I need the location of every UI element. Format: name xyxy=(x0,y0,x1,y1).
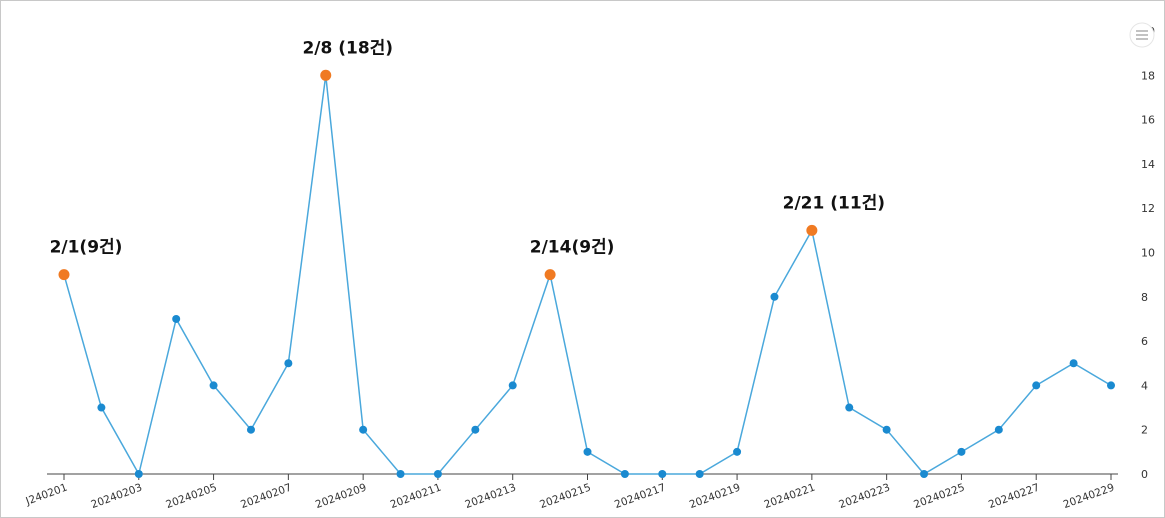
data-point xyxy=(246,425,255,434)
data-point xyxy=(1032,381,1041,390)
x-tick-label: 20240227 xyxy=(987,482,1041,512)
x-tick-label: 20240205 xyxy=(164,482,218,512)
x-tick-label: 20240215 xyxy=(538,482,592,512)
x-tick-label: 20240211 xyxy=(389,482,443,512)
data-point xyxy=(920,470,929,478)
data-point xyxy=(284,359,293,368)
data-points xyxy=(58,69,1115,478)
data-point xyxy=(433,470,442,478)
data-point xyxy=(97,403,106,412)
highlight-point xyxy=(806,224,818,236)
y-axis-ticks: 02468101214161820 xyxy=(1141,25,1155,481)
highlight-point xyxy=(320,69,332,81)
data-point xyxy=(172,314,181,323)
data-point xyxy=(508,381,517,390)
x-tick-label: 20240207 xyxy=(239,482,293,512)
data-point xyxy=(845,403,854,412)
y-tick-label: 14 xyxy=(1141,158,1155,171)
y-tick-label: 18 xyxy=(1141,69,1155,82)
data-point xyxy=(994,425,1003,434)
series-line-group xyxy=(63,75,1112,477)
x-tick-label: 20240217 xyxy=(613,482,667,512)
annotation-label: 2/21 (11건) xyxy=(783,193,885,213)
data-point xyxy=(134,470,143,478)
data-point xyxy=(471,425,480,434)
x-tick-label: 20240225 xyxy=(912,482,966,512)
data-point xyxy=(658,470,667,478)
highlight-point xyxy=(544,269,556,281)
data-point xyxy=(882,425,891,434)
y-tick-label: 6 xyxy=(1141,335,1148,348)
data-point xyxy=(770,292,779,301)
data-point xyxy=(359,425,368,434)
x-tick-label: 20240229 xyxy=(1062,482,1116,512)
x-tick-label: J240201 xyxy=(23,482,69,508)
data-point xyxy=(620,470,629,478)
x-tick-label: 20240219 xyxy=(688,482,742,512)
x-tick-label: 20240221 xyxy=(763,482,817,512)
chart-menu-button[interactable] xyxy=(1129,22,1155,48)
y-tick-label: 0 xyxy=(1141,468,1148,481)
x-tick-label: 20240209 xyxy=(314,482,368,512)
y-tick-label: 2 xyxy=(1141,424,1148,437)
data-point xyxy=(1069,359,1078,368)
series-line xyxy=(63,75,1112,477)
y-tick-label: 8 xyxy=(1141,291,1148,304)
x-tick-label: 20240213 xyxy=(463,482,517,512)
y-tick-label: 10 xyxy=(1141,247,1155,260)
x-axis-ticks: J240201 20240203 20240205 20240207 20240209 2… xyxy=(23,474,1116,511)
y-tick-label: 4 xyxy=(1141,379,1148,392)
data-point xyxy=(1107,381,1115,390)
data-point xyxy=(396,470,405,478)
annotation-label: 2/1(9건) xyxy=(50,238,123,258)
annotation-label: 2/14(9건) xyxy=(530,238,615,258)
y-tick-label: 12 xyxy=(1141,202,1155,215)
data-point xyxy=(695,470,704,478)
highlight-point xyxy=(58,269,70,281)
x-tick-label: 20240223 xyxy=(837,482,891,512)
data-point xyxy=(733,447,742,456)
annotation-label: 2/8 (18건) xyxy=(302,38,393,58)
y-tick-label: 16 xyxy=(1141,114,1155,127)
annotations: 2/1(9건) 2/8 (18건) 2/14(9건) 2/21 (11건) xyxy=(50,38,886,257)
data-point xyxy=(583,447,592,456)
x-tick-label: 20240203 xyxy=(89,482,143,512)
data-point xyxy=(957,447,966,456)
data-point xyxy=(209,381,218,390)
